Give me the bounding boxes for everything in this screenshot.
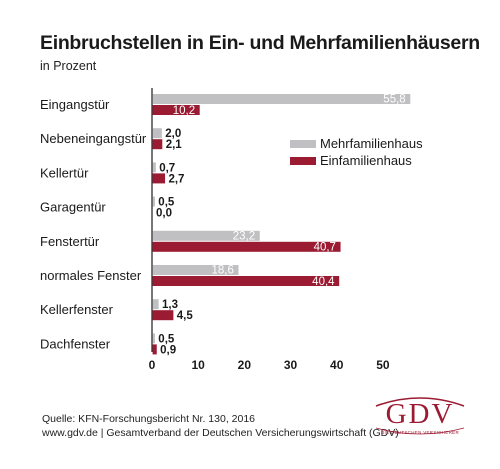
category-label: normales Fenster	[40, 268, 142, 283]
data-label: 55,8	[383, 94, 405, 106]
bar-mehrfamilienhaus	[152, 333, 155, 344]
bar-einfamilienhaus	[152, 276, 340, 286]
bar-einfamilienhaus	[152, 310, 174, 321]
x-tick-label: 10	[192, 358, 206, 372]
legend-label: Einfamilienhaus	[320, 153, 412, 168]
x-tick-label: 20	[238, 358, 252, 372]
legend-swatch-mehrfamilienhaus	[290, 140, 316, 148]
data-label: 0,0	[156, 208, 172, 220]
bar-mehrfamilienhaus	[152, 162, 156, 173]
data-label: 40,7	[314, 242, 336, 254]
bar-mehrfamilienhaus	[152, 299, 159, 310]
bar-mehrfamilienhaus	[152, 94, 411, 104]
logo-subtext: DIE DEUTSCHEN VERSICHERER	[380, 430, 459, 435]
bar-mehrfamilienhaus	[152, 230, 260, 241]
legend-label: Mehrfamilienhaus	[320, 136, 423, 151]
data-label: 2,1	[166, 139, 183, 151]
data-label: 4,5	[177, 310, 194, 322]
bar-chart: 0 10 20 30 40 50 Eingangstür 55,8 10,2 Nebeneinga…	[40, 88, 423, 372]
data-label: 40,4	[312, 276, 335, 288]
legend-swatch-einfamilienhaus	[290, 157, 316, 165]
data-label: 2,7	[168, 173, 184, 185]
bar-einfamilienhaus	[152, 105, 200, 115]
bar-einfamilienhaus	[152, 139, 163, 150]
x-tick-label: 50	[376, 358, 390, 372]
data-label: 23,2	[233, 230, 255, 242]
category-label: Kellerfenster	[40, 302, 114, 317]
bar-mehrfamilienhaus	[152, 128, 162, 139]
bar-einfamilienhaus	[152, 241, 341, 252]
gdv-logo: GDV DIE DEUTSCHEN VERSICHERER	[372, 396, 468, 442]
data-label: 0,7	[159, 162, 175, 174]
data-label: 0,9	[160, 344, 176, 356]
source-text: Quelle: KFN-Forschungsbericht Nr. 130, 2…	[42, 413, 256, 425]
data-label: 1,3	[162, 299, 178, 311]
category-label: Fenstertür	[40, 234, 100, 249]
publisher-text: www.gdv.de | Gesamtverband der Deutschen…	[42, 427, 399, 439]
chart-title: Einbruchstellen in Ein- und Mehrfamilien…	[40, 32, 480, 54]
data-label: 0,5	[158, 197, 175, 209]
category-label: Kellertür	[40, 165, 89, 180]
data-label: 10,2	[173, 105, 195, 117]
category-label: Dachfenster	[40, 336, 111, 351]
bar-einfamilienhaus	[152, 344, 157, 355]
data-label: 0,5	[158, 333, 175, 345]
bar-einfamilienhaus	[152, 173, 166, 184]
category-label: Nebeneingangstür	[40, 131, 147, 146]
chart-subtitle: in Prozent	[40, 59, 97, 73]
bar-mehrfamilienhaus	[152, 265, 239, 275]
x-tick-label: 0	[149, 358, 156, 372]
x-tick-label: 30	[284, 358, 298, 372]
bar-mehrfamilienhaus	[152, 196, 155, 207]
x-tick-label: 40	[330, 358, 344, 372]
logo-text: GDV	[385, 398, 455, 430]
data-label: 18,6	[212, 265, 234, 277]
data-label: 2,0	[165, 128, 181, 140]
category-label: Eingangstür	[40, 97, 110, 112]
logo-swoosh	[375, 397, 465, 435]
category-label: Garagentür	[40, 200, 106, 215]
